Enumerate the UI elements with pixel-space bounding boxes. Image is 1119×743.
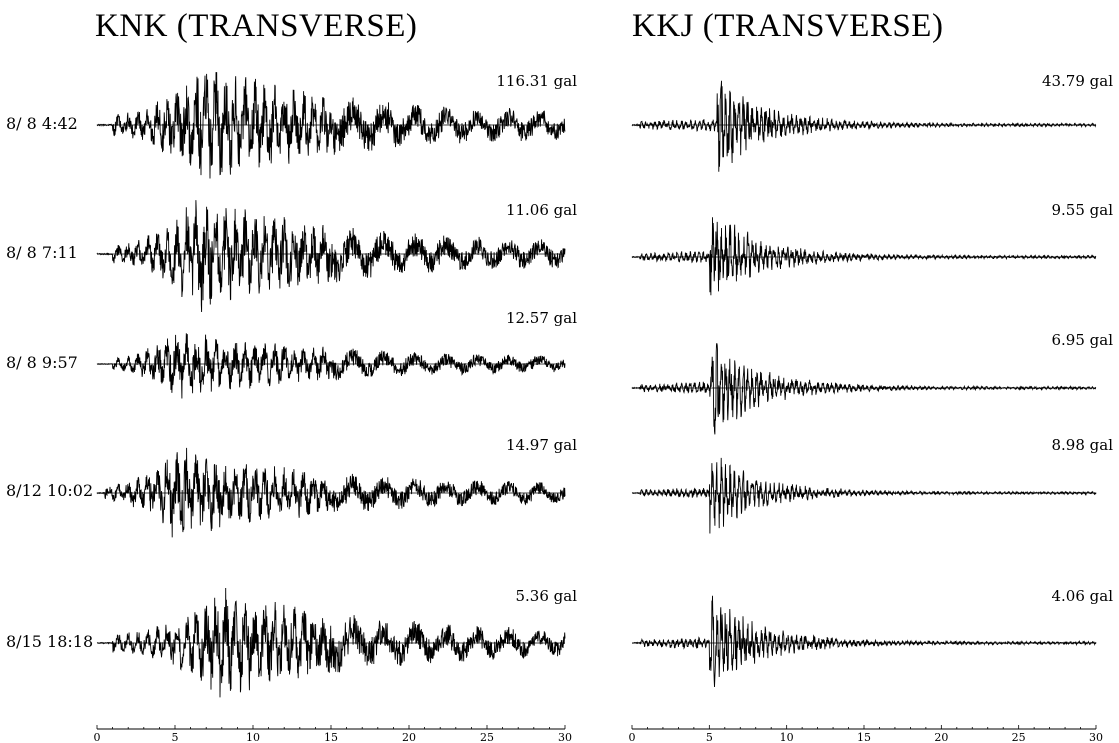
waveform-trace [631, 217, 1097, 296]
peak-label: 116.31 gal [496, 72, 577, 90]
x-tick-label: 30 [1089, 731, 1103, 743]
waveform-trace [631, 343, 1097, 435]
event-label: 8/ 8 9:57 [6, 353, 78, 372]
x-tick-label: 0 [629, 731, 636, 743]
x-tick-label: 20 [934, 731, 948, 743]
peak-label: 14.97 gal [505, 436, 577, 454]
x-tick-label: 0 [94, 731, 101, 743]
x-tick-label: 25 [1012, 731, 1026, 743]
waveform-trace [96, 200, 566, 313]
peak-label: 11.06 gal [505, 201, 577, 219]
x-tick-label: 10 [246, 731, 260, 743]
x-tick-label: 30 [558, 731, 572, 743]
waveform-trace [96, 333, 566, 399]
x-tick-label: 5 [706, 731, 713, 743]
x-tick-label: 15 [857, 731, 871, 743]
waveform-trace [96, 447, 566, 538]
peak-label: 5.36 gal [515, 587, 577, 605]
event-label: 8/15 18:18 [6, 632, 94, 651]
event-label: 8/ 8 4:42 [6, 114, 78, 133]
waveform-trace [631, 457, 1097, 534]
waveform-trace [632, 595, 1097, 688]
panel-title-knk: KNK (TRANSVERSE) [95, 8, 418, 44]
panel-title-kkj: KKJ (TRANSVERSE) [632, 8, 944, 44]
peak-label: 9.55 gal [1051, 201, 1113, 219]
peak-label: 6.95 gal [1051, 331, 1113, 349]
x-tick-label: 5 [172, 731, 179, 743]
peak-label: 43.79 gal [1041, 72, 1113, 90]
x-tick-label: 10 [780, 731, 794, 743]
peak-label: 4.06 gal [1051, 587, 1113, 605]
x-tick-label: 20 [402, 731, 416, 743]
x-tick-label: 25 [480, 731, 494, 743]
peak-label: 8.98 gal [1051, 436, 1113, 454]
waveform-trace [96, 72, 566, 179]
event-label: 8/12 10:02 [6, 481, 94, 500]
waveform-trace [631, 80, 1097, 172]
event-label: 8/ 8 7:11 [6, 243, 78, 262]
waveform-trace [96, 587, 566, 698]
x-tick-label: 15 [324, 731, 338, 743]
peak-label: 12.57 gal [505, 309, 577, 327]
